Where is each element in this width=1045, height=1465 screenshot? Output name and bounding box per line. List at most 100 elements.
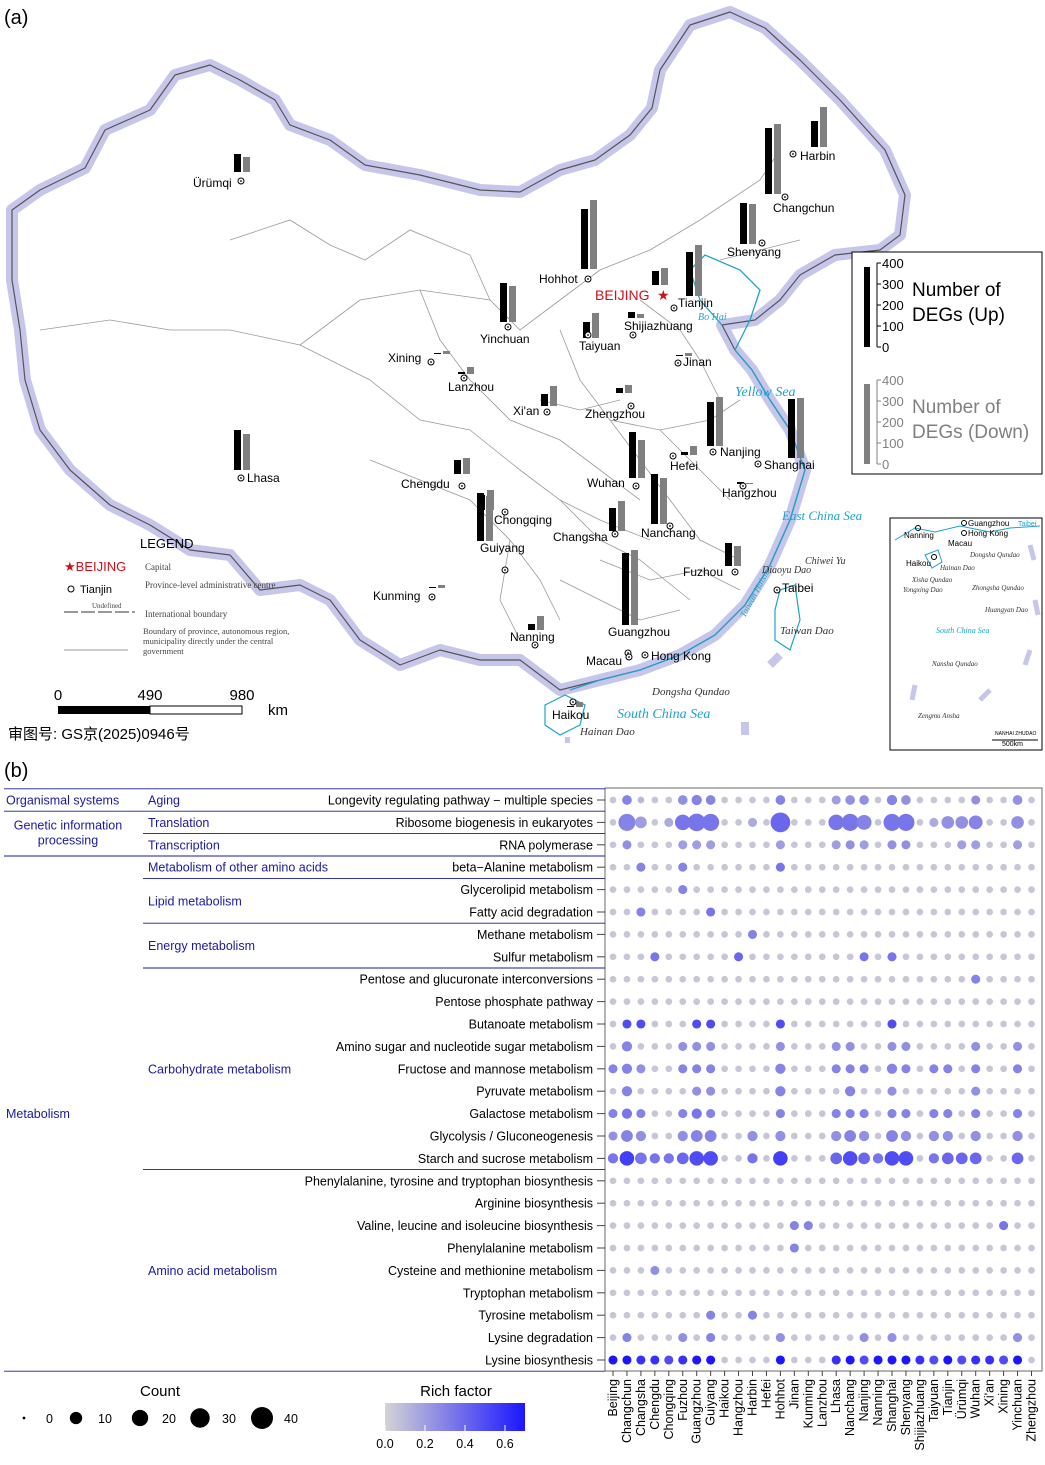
dot [636,1064,646,1074]
hainan-island [544,694,586,736]
dot [637,998,645,1005]
dot [930,1177,938,1185]
dot [665,908,673,916]
dot [636,1109,646,1119]
dot [897,813,915,831]
city-label: Shanghai [764,458,815,472]
dot [818,908,826,916]
dot [845,795,856,805]
dot [846,1199,854,1207]
dot [735,1289,742,1297]
nine-dash-1 [767,652,783,668]
dot [721,1155,728,1162]
city-marker-dot [669,525,671,527]
dot [609,1289,617,1297]
row-label: Valine, leucine and isoleucine biosynthe… [357,1219,593,1233]
dot [790,1155,798,1162]
dot [623,1244,631,1252]
city-marker-dot [240,477,242,479]
dot [665,1244,673,1252]
dot [1014,931,1021,938]
dot [763,841,770,849]
dot [609,1267,617,1274]
dot [943,1064,953,1074]
dot [721,796,728,804]
dot [721,841,728,849]
dot [986,1199,994,1207]
dot [971,1064,981,1074]
city-marker-dot [734,571,736,573]
bar-legend-up-line1: Number of [912,280,1001,301]
inset-label: Zhongsha Qundao [972,584,1024,592]
dot [735,1244,742,1252]
dot [607,1153,619,1164]
city-label: Jinan [683,355,712,369]
dot [650,1355,660,1365]
dot [621,1086,633,1097]
dot [679,931,687,938]
dot [846,953,854,961]
dot [608,1109,618,1119]
dot [846,1267,854,1274]
dot [916,1043,924,1050]
col-label: Lanzhou [815,1379,829,1427]
dot [804,1110,812,1117]
row-label: RNA polymerase [499,838,593,852]
deg-up-bar [765,128,772,194]
dot [707,1244,715,1252]
dot [1014,1267,1021,1274]
city--r-mqi: Ürümqi [193,154,250,190]
dot [930,1267,938,1274]
dot [803,1221,813,1231]
dot [749,1110,756,1117]
dot [958,953,966,961]
dot [1012,795,1023,805]
dot [859,1064,869,1074]
dot [860,908,868,916]
dot [832,1020,840,1028]
dot [609,863,617,871]
dot [1014,1311,1021,1319]
deg-up-bar [500,283,507,322]
col-label: Shijiazhuang [913,1379,927,1451]
inset-city-label: Macau [948,539,972,548]
dot [763,863,770,871]
city-marker-dot [461,485,463,487]
dot [609,886,617,893]
dot [706,1333,716,1343]
dot [665,931,673,938]
dot [763,1334,770,1341]
city-label: Lanzhou [448,380,494,394]
city-taibei: Taibei [773,581,813,595]
dot [721,819,728,826]
dot [735,1177,742,1185]
dot [884,1151,900,1166]
dot [721,1020,728,1028]
inset-city-icon [931,554,937,560]
dot [804,908,812,916]
row-label: Pentose phosphate pathway [435,995,594,1009]
deg-up-bar [528,624,535,630]
dot [747,929,758,939]
dot [832,1334,840,1341]
dot [844,1130,857,1142]
dot [775,795,786,805]
dot [693,1311,701,1319]
dot [874,1334,882,1341]
dot [916,1132,924,1140]
col-label: Taiyuan [927,1379,941,1422]
city-label: Changsha [553,530,608,544]
dot [623,931,631,938]
group-label: Genetic information [14,819,122,833]
city-label: Taibei [782,581,813,595]
dot [1000,1110,1007,1117]
dot [763,1289,770,1297]
deg-up-bar [681,452,688,455]
dot [1028,975,1035,983]
dot [1028,1132,1035,1140]
dot [735,819,742,826]
dot [1014,863,1021,871]
inset-label: 500km [1002,741,1023,748]
dot [735,1110,742,1117]
dot [735,1199,742,1207]
